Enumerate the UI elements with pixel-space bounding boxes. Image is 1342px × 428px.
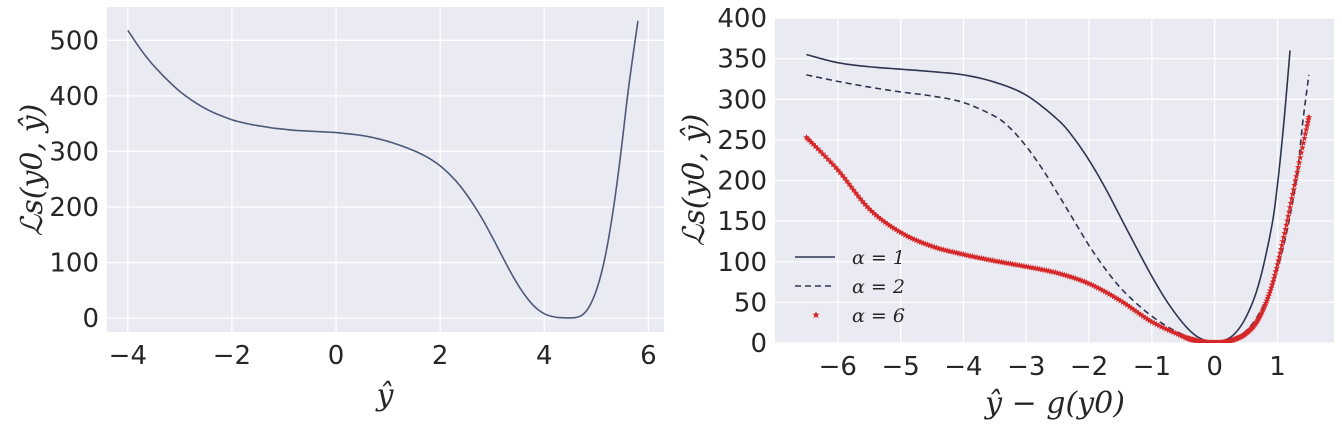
right-series-2-point	[829, 161, 837, 168]
right-series-2-point	[1288, 195, 1296, 202]
right-legend-label-2: α = 6	[852, 305, 905, 327]
right-series-2-point	[1302, 126, 1310, 133]
right-x-tick-label: 0	[1206, 352, 1223, 382]
right-series-2-point	[1276, 253, 1283, 260]
right-series-2-markers	[803, 113, 1313, 343]
right-series-2-point	[1267, 284, 1275, 291]
right-legend-label-1: α = 2	[852, 276, 905, 298]
right-series-2-point	[1292, 177, 1299, 184]
left-x-tick-label: −4	[109, 341, 147, 371]
right-y-tick-label: 400	[717, 4, 767, 34]
right-series-2-point	[1289, 190, 1296, 197]
left-x-axis-label: ŷ	[375, 378, 395, 413]
right-series-2-point	[1299, 144, 1306, 151]
right-series-2-point	[1269, 278, 1277, 285]
right-series-2-point	[1278, 241, 1286, 249]
left-x-tick-label: 0	[328, 341, 345, 371]
right-y-tick-label: 300	[717, 85, 767, 115]
right-series-2-point	[1283, 221, 1290, 228]
right-series-2-point	[827, 158, 834, 165]
left-plot-area	[107, 7, 664, 332]
right-series-2-point	[1286, 204, 1294, 211]
right-x-tick-label: −1	[1133, 352, 1171, 382]
right-series-2-point	[1270, 275, 1278, 282]
right-series-2-point	[1275, 257, 1282, 264]
right-x-tick-label: −2	[1070, 352, 1108, 382]
right-series-2-point	[1294, 168, 1301, 175]
right-series-2-point	[819, 150, 826, 157]
right-series-2-point	[1268, 281, 1276, 288]
left-x-tick-label: 4	[536, 341, 553, 371]
right-x-tick-label: −5	[881, 352, 919, 382]
left-y-tick-label: 0	[82, 304, 99, 334]
right-series-2-point	[1266, 289, 1273, 297]
right-series-2-point	[1263, 297, 1270, 304]
left-x-tick-label: −2	[213, 341, 251, 371]
right-series-2-point	[1280, 233, 1287, 241]
right-series-2-point	[1298, 149, 1305, 156]
left-x-tick-label: 2	[432, 341, 449, 371]
right-series-2-point	[1305, 113, 1313, 120]
right-x-tick-label: 1	[1269, 352, 1286, 382]
right-series-2-point	[1265, 292, 1272, 299]
right-series-2-point	[1302, 130, 1309, 137]
right-series-2-point	[1272, 268, 1279, 275]
right-series-0-line	[806, 50, 1291, 343]
right-series-2-point	[1291, 181, 1298, 188]
right-series-2-point	[1296, 159, 1303, 166]
chart-right: −6 −5 −4 −3 −2 −1 0 1 0 50 100 150 200 250 300 350 400 ŷ …	[677, 4, 1334, 421]
left-y-tick-label: 300	[49, 137, 99, 167]
right-x-tick-label: −6	[819, 352, 857, 382]
right-series-2-point	[1276, 249, 1284, 256]
right-legend-label-0: α = 1	[852, 247, 905, 269]
left-series-0-line	[127, 20, 639, 319]
right-legend-marker-2	[812, 311, 820, 319]
right-series-2-point	[1290, 186, 1297, 193]
right-legend: α = 1 α = 2 α = 6	[795, 247, 905, 327]
right-x-axis-label: ŷ − g(y0)	[983, 386, 1125, 421]
right-x-tick-label: −4	[944, 352, 982, 382]
right-y-tick-label: 150	[717, 207, 767, 237]
right-series-2-point	[1303, 122, 1311, 129]
right-y-tick-label: 200	[717, 167, 767, 197]
right-y-tick-label: 350	[717, 45, 767, 75]
right-series-2-point	[1264, 295, 1271, 302]
left-y-tick-label: 500	[49, 26, 99, 56]
right-series-2-point	[1267, 287, 1274, 294]
right-y-tick-label: 100	[717, 248, 767, 278]
right-series-2-point	[1293, 173, 1300, 180]
right-series-2-point	[1285, 208, 1293, 215]
right-series-2-point	[1301, 134, 1308, 142]
right-series-2-point	[1294, 163, 1302, 171]
right-series-2-point	[1297, 154, 1304, 161]
right-series-2-point	[1284, 217, 1291, 224]
right-series-2-point	[1304, 119, 1311, 126]
right-series-2-point	[1274, 261, 1281, 268]
right-series-2-point	[1282, 225, 1289, 232]
right-series-2-point	[1277, 245, 1285, 252]
left-y-tick-label: 400	[49, 82, 99, 112]
right-series-2-point	[1271, 271, 1279, 278]
right-y-tick-label: 50	[734, 288, 767, 318]
right-series-2-point	[822, 153, 829, 160]
right-series-2-point	[1305, 116, 1312, 123]
left-x-tick-label: 6	[640, 341, 657, 371]
right-series-2-point	[1279, 237, 1287, 245]
left-y-axis-label: ℒs(y0, ŷ)	[15, 104, 50, 236]
right-series-2-point	[816, 147, 824, 154]
left-y-tick-label: 200	[49, 193, 99, 223]
right-series-2-point	[1281, 229, 1288, 237]
right-x-tick-label: −3	[1007, 352, 1045, 382]
chart-left: −4 −2 0 2 4 6 0 100 200 300 400 500 ŷ ℒs(y0, ŷ)	[15, 7, 664, 413]
right-y-axis-label: ℒs(y0, ŷ)	[677, 114, 712, 246]
right-series-2-point	[1300, 139, 1307, 146]
left-y-tick-label: 100	[49, 249, 99, 279]
right-y-tick-label: 250	[717, 126, 767, 156]
right-series-2-point	[1285, 212, 1292, 220]
right-series-2-point	[1273, 264, 1280, 271]
right-y-tick-label: 0	[750, 329, 767, 359]
right-series-2-point	[824, 155, 832, 162]
right-series-2-point	[1287, 199, 1295, 206]
